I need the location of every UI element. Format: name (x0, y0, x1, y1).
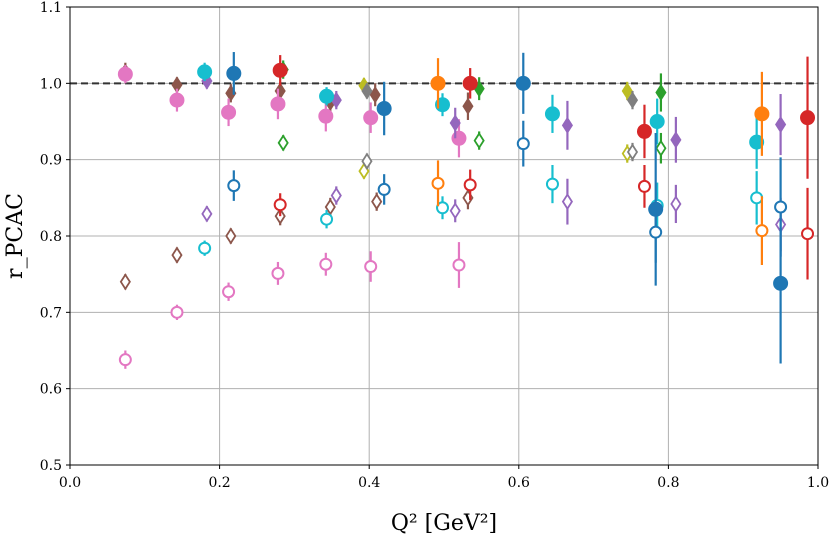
cyan-open-circle-point (436, 201, 450, 215)
orange-filled-circle-point (754, 106, 770, 122)
pink-open-circle-point (222, 285, 236, 299)
cyan-open-circle-point (750, 191, 764, 205)
pink-open-circle-point (271, 266, 285, 280)
blue-open-circle-point (377, 182, 391, 196)
y-tick-label: 0.5 (40, 458, 62, 474)
x-tick-label: 1.0 (807, 475, 829, 491)
brown-open-diamond-point (371, 192, 383, 211)
y-tick-label: 0.8 (40, 229, 62, 245)
y-tick-label: 0.9 (40, 153, 62, 169)
purple-filled-diamond-point (449, 114, 461, 132)
cyan-open-circle-point (320, 212, 334, 226)
blue-filled-circle-point (515, 75, 531, 91)
x-axis-label: Q² [GeV²] (391, 511, 497, 536)
ticks: 0.0 0.2 0.4 0.6 0.8 1.0 0.5 0.6 0.7 0.8 0.9 1.0 1.1 (40, 0, 829, 491)
orange-filled-circle-point (430, 75, 446, 91)
pink-open-circle-point (364, 260, 378, 274)
cyan-filled-circle-point (197, 64, 213, 80)
pink-open-circle-point (452, 258, 466, 272)
purple-open-diamond-point (561, 192, 573, 211)
brown-open-diamond-point (171, 246, 183, 264)
blue-open-circle-point (649, 225, 663, 239)
purple-filled-diamond-point (670, 131, 682, 149)
gray-open-diamond-point (361, 152, 373, 170)
cyan-filled-circle-point (749, 134, 765, 150)
blue-filled-circle-point (376, 101, 392, 117)
pink-open-circle-point (118, 353, 132, 367)
pink-filled-circle-point (318, 108, 334, 124)
x-tick-label: 0.0 (59, 475, 81, 491)
cyan-open-circle-point (198, 241, 212, 255)
cyan-filled-circle-point (649, 114, 665, 129)
brown-filled-diamond-point (462, 97, 474, 115)
grid (69, 6, 819, 466)
y-axis-label: r_PCAC (3, 193, 28, 279)
green-filled-diamond-point (655, 83, 667, 102)
orange-open-circle-point (431, 176, 445, 190)
pink-filled-circle-point (169, 92, 185, 108)
y-tick-label: 1.1 (40, 0, 62, 16)
brown-filled-diamond-point (369, 86, 381, 104)
y-tick-label: 1.0 (40, 76, 62, 92)
cyan-open-circle-point (545, 177, 559, 191)
cyan-filled-circle-point (544, 106, 560, 122)
purple-open-diamond-point (201, 205, 213, 223)
purple-filled-diamond-point (775, 115, 787, 134)
x-tick-label: 0.6 (508, 475, 530, 491)
orange-open-circle-point (755, 224, 769, 238)
brown-open-diamond-point (225, 227, 237, 245)
cyan-filled-circle-point (319, 88, 335, 104)
purple-filled-diamond-point (561, 116, 573, 134)
purple-open-diamond-point (330, 186, 342, 205)
red-filled-circle-point (272, 62, 288, 78)
red-filled-circle-point (636, 123, 652, 139)
blue-filled-circle-point (226, 65, 242, 81)
pink-filled-circle-point (221, 104, 237, 120)
blue-open-circle-point (227, 179, 241, 193)
x-tick-label: 0.8 (657, 475, 679, 491)
red-open-circle-point (801, 227, 815, 241)
red-open-circle-point (273, 198, 287, 212)
brown-open-diamond-point (119, 273, 131, 291)
gray-filled-diamond-point (361, 82, 373, 100)
data-points (117, 52, 816, 369)
red-filled-circle-point (462, 75, 478, 91)
y-tick-label: 0.6 (40, 382, 62, 398)
green-open-diamond-point (473, 131, 485, 150)
red-filled-circle-point (800, 110, 816, 126)
x-tick-label: 0.2 (208, 475, 230, 491)
cyan-filled-circle-point (435, 97, 451, 113)
green-open-diamond-point (277, 134, 289, 152)
x-tick-label: 0.4 (358, 475, 380, 491)
gray-filled-diamond-point (626, 91, 639, 109)
gray-open-diamond-point (626, 143, 639, 161)
pink-filled-circle-point (117, 66, 133, 82)
red-open-circle-point (637, 179, 651, 193)
purple-open-diamond-point (449, 202, 461, 220)
green-open-diamond-point (655, 139, 667, 157)
red-open-circle-point (463, 178, 477, 192)
pink-filled-circle-point (270, 96, 286, 112)
pink-open-circle-point (170, 305, 184, 319)
y-tick-label: 0.7 (40, 305, 62, 321)
blue-open-circle-point (516, 137, 530, 151)
pink-open-circle-point (319, 257, 333, 271)
olive-filled-diamond-point (621, 82, 633, 100)
purple-open-diamond-point (670, 195, 682, 213)
blue-filled-circle-point (773, 275, 789, 291)
blue-open-circle-point (774, 200, 788, 214)
pink-filled-circle-point (363, 110, 379, 126)
